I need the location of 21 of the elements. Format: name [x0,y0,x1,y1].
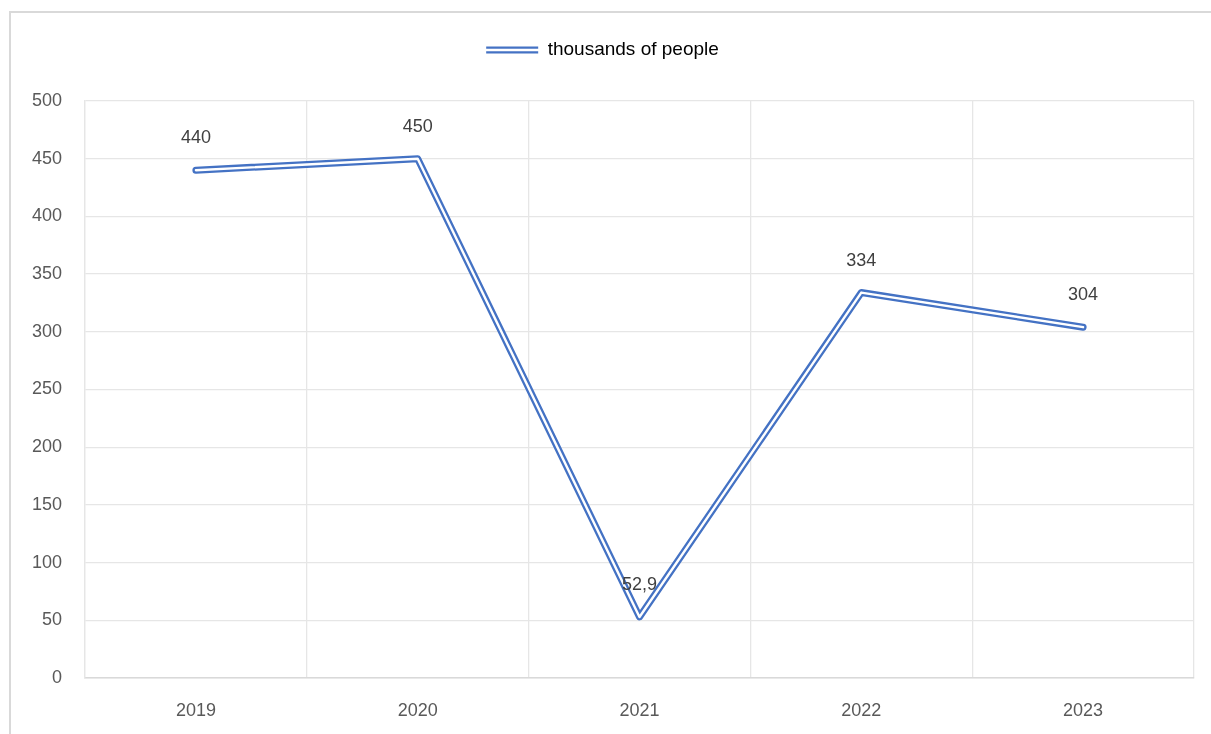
y-tick-label: 400 [31,205,62,226]
y-tick-label: 250 [31,378,62,399]
data-label: 334 [846,249,877,270]
y-tick-label: 100 [31,551,62,572]
y-tick-label: 200 [31,436,62,457]
x-tick-label: 2023 [1063,699,1104,720]
x-tick-label: 2022 [841,699,882,720]
y-tick-label: 450 [31,147,62,168]
data-label: 304 [1068,284,1099,305]
x-tick-label: 2019 [175,699,216,720]
y-tick-label: 500 [31,89,62,110]
data-label: 450 [402,115,433,136]
x-tick-label: 2020 [397,699,438,720]
y-tick-label: 50 [41,609,62,630]
y-tick-label: 300 [31,320,62,341]
y-tick-label: 350 [31,263,62,284]
legend-label: thousands of people [547,38,719,60]
x-tick-label: 2021 [619,699,660,720]
data-label: 440 [180,127,211,148]
y-tick-label: 150 [31,493,62,514]
y-tick-label: 0 [51,666,62,687]
